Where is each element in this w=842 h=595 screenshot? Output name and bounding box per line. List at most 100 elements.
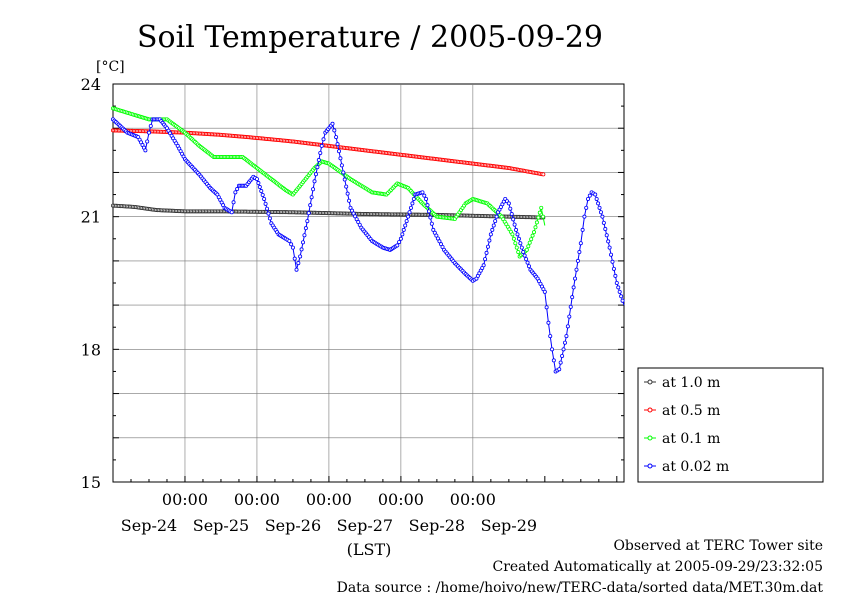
- data-point: [336, 149, 341, 154]
- legend: at 1.0 m at 0.5 m at 0.1 m at 0.02 m: [644, 375, 729, 475]
- data-point: [511, 236, 516, 241]
- data-point: [577, 250, 582, 255]
- data-point: [571, 285, 576, 290]
- data-point: [487, 238, 492, 243]
- data-point: [404, 219, 409, 224]
- data-point: [539, 205, 544, 210]
- data-point: [342, 177, 347, 182]
- data-point: [597, 205, 602, 210]
- data-point: [311, 187, 316, 192]
- data-point: [406, 214, 411, 219]
- data-point: [560, 353, 565, 358]
- data-point: [613, 273, 618, 278]
- data-point: [338, 156, 343, 161]
- data-point: [485, 244, 490, 249]
- data-point: [299, 247, 304, 252]
- data-point: [582, 214, 587, 219]
- y-tick-label: 15: [81, 473, 101, 492]
- x-time-label: 00:00: [234, 490, 280, 509]
- data-point: [516, 236, 521, 241]
- data-point: [518, 241, 523, 246]
- data-point: [231, 200, 236, 205]
- data-point: [570, 295, 575, 300]
- data-point: [339, 163, 344, 168]
- x-time-label: 00:00: [378, 490, 424, 509]
- data-point: [544, 305, 549, 310]
- data-point: [604, 233, 609, 238]
- data-point: [488, 232, 493, 237]
- data-point: [584, 205, 589, 210]
- grid-lines: [113, 84, 624, 482]
- data-point: [330, 121, 335, 126]
- data-point: [526, 244, 531, 249]
- data-point: [562, 340, 567, 345]
- data-point: [257, 185, 262, 190]
- data-point: [580, 227, 585, 232]
- data-point: [490, 227, 495, 232]
- data-point: [146, 130, 151, 135]
- data-point: [532, 230, 537, 235]
- data-point: [491, 223, 496, 228]
- legend-label: at 0.1 m: [662, 431, 720, 447]
- data-point: [524, 247, 529, 252]
- legend-marker: [647, 379, 653, 385]
- x-day-label: Sep-28: [409, 516, 465, 535]
- data-point: [616, 285, 621, 290]
- data-point: [344, 184, 349, 189]
- data-point: [557, 367, 562, 372]
- x-time-label: 00:00: [450, 490, 496, 509]
- data-point: [410, 201, 415, 206]
- data-point: [319, 143, 324, 148]
- data-point: [401, 227, 406, 232]
- data-point: [345, 191, 350, 196]
- data-point: [429, 221, 434, 226]
- data-point: [233, 190, 238, 195]
- legend-marker: [647, 407, 653, 413]
- data-point: [341, 170, 346, 175]
- data-point: [428, 215, 433, 220]
- series-lines: [111, 106, 625, 374]
- y-tick-label: 18: [81, 340, 101, 359]
- data-point: [259, 189, 264, 194]
- data-point: [561, 347, 566, 352]
- data-point: [524, 257, 529, 262]
- data-point: [422, 193, 427, 198]
- data-point: [143, 148, 148, 153]
- data-point: [513, 241, 518, 246]
- data-point: [536, 215, 541, 220]
- data-point: [600, 214, 605, 219]
- data-point: [514, 245, 519, 250]
- data-point: [148, 124, 153, 129]
- data-point: [527, 240, 532, 245]
- data-point: [398, 236, 403, 241]
- data-point: [516, 250, 521, 255]
- data-point: [512, 222, 517, 227]
- data-point: [315, 165, 320, 170]
- data-point: [321, 137, 326, 142]
- data-point: [260, 192, 265, 197]
- data-point: [537, 210, 542, 215]
- y-tick-label: 24: [81, 75, 101, 94]
- data-point: [145, 139, 150, 144]
- data-point: [494, 214, 499, 219]
- data-point: [301, 240, 306, 245]
- data-point: [318, 150, 323, 155]
- x-time-label: 00:00: [162, 490, 208, 509]
- data-point: [298, 254, 303, 259]
- data-point: [316, 158, 321, 163]
- data-point: [296, 261, 301, 266]
- x-axis-label: (LST): [347, 540, 392, 559]
- data-point: [411, 196, 416, 201]
- data-point: [558, 360, 563, 365]
- data-point: [617, 289, 622, 294]
- x-day-label: Sep-29: [481, 516, 537, 535]
- data-point: [397, 240, 402, 245]
- data-point: [614, 280, 619, 285]
- data-point: [302, 233, 307, 238]
- data-point: [334, 135, 339, 140]
- data-point: [424, 196, 429, 201]
- data-point: [403, 223, 408, 228]
- data-point: [575, 258, 580, 263]
- data-point: [541, 214, 546, 219]
- data-point: [254, 177, 259, 182]
